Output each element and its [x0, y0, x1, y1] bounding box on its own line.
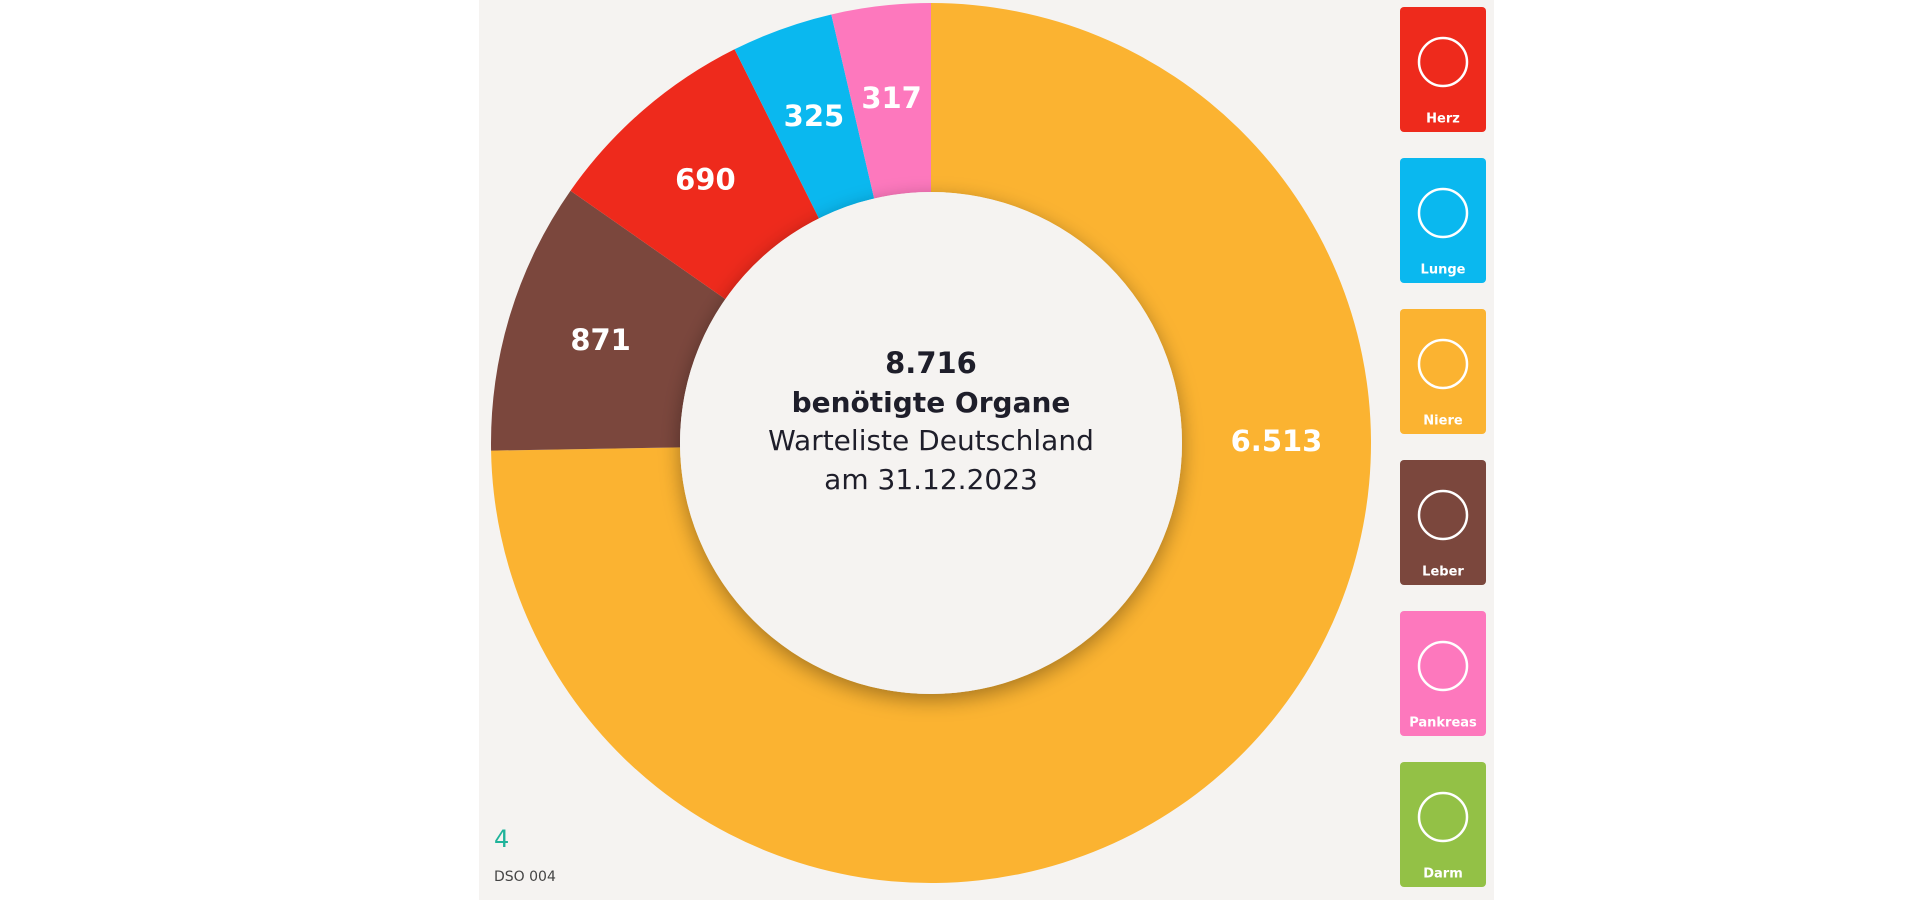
slice — [734, 14, 875, 219]
legend-icon — [1417, 640, 1469, 692]
page-number: 4 — [494, 825, 509, 853]
center-date: am 31.12.2023 — [824, 463, 1038, 496]
value-label: 317 — [861, 81, 922, 115]
legend-tile — [1400, 611, 1486, 736]
slice — [570, 49, 819, 300]
center-value: 8.716 — [885, 346, 977, 380]
slice — [491, 3, 1371, 883]
value-label: 690 — [675, 162, 736, 196]
footer: DSO 004 — [494, 869, 556, 885]
legend-label: Pankreas — [1409, 716, 1477, 731]
legend-tile — [1400, 762, 1486, 887]
legend-label: Herz — [1426, 112, 1460, 127]
legend-tile — [1400, 158, 1486, 283]
legend-icon — [1417, 338, 1469, 390]
legend-label: Lunge — [1421, 263, 1466, 278]
legend-label: Leber — [1422, 565, 1464, 580]
legend-label: Darm — [1423, 867, 1463, 882]
center-title: benötigte Organe — [792, 386, 1071, 419]
slice — [831, 2, 931, 199]
legend-label: Niere — [1423, 414, 1463, 429]
legend-tile — [1400, 460, 1486, 585]
legend-icon — [1417, 489, 1469, 541]
legend-icon — [1417, 187, 1469, 239]
legend-tile — [1400, 7, 1486, 132]
center-subtitle: Warteliste Deutschland — [768, 424, 1094, 457]
slice — [491, 190, 726, 451]
donut-hole — [680, 192, 1182, 694]
value-label: 871 — [570, 323, 631, 357]
value-label: 325 — [784, 99, 845, 133]
legend-tile — [1400, 309, 1486, 434]
legend-icon — [1417, 791, 1469, 843]
value-label: 6.513 — [1231, 424, 1323, 458]
legend-icon — [1417, 36, 1469, 88]
